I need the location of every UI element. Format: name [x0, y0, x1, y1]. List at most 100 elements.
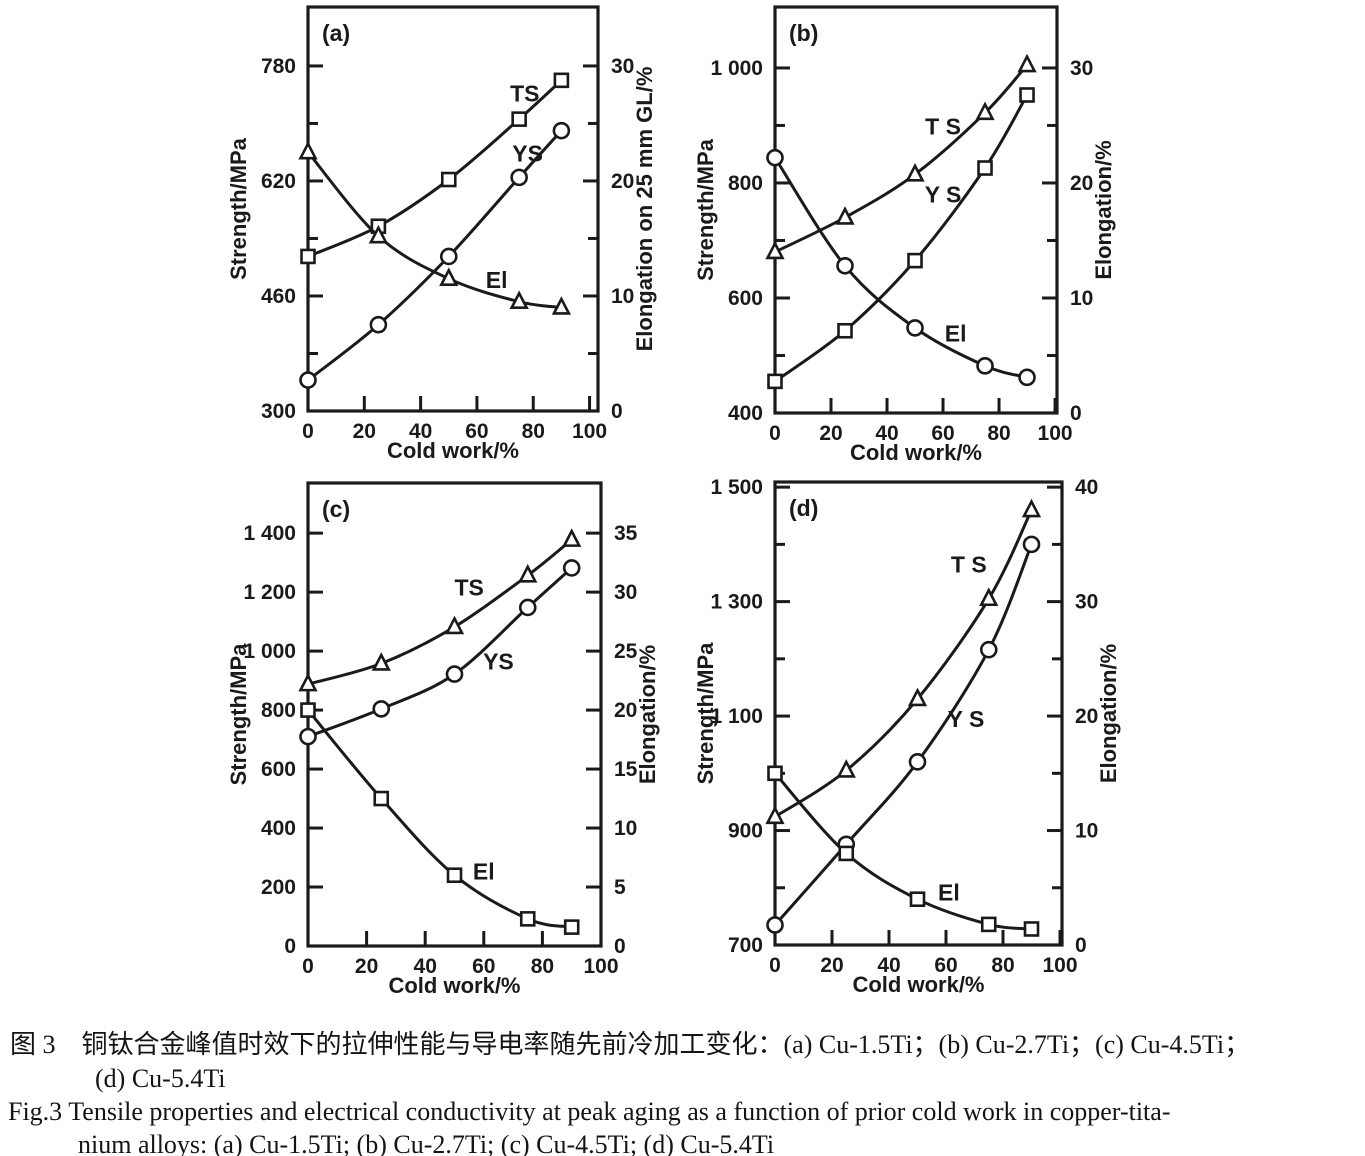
- c-ts-marker: [518, 563, 538, 583]
- d-ys-marker: [908, 753, 927, 771]
- a-ts-marker: [440, 171, 457, 188]
- b-ts-marker: [835, 206, 855, 225]
- b-el-curve: [773, 156, 1028, 379]
- d-el-series: [767, 765, 1040, 937]
- c-x-tick-label: 40: [414, 955, 437, 978]
- c-ts-series: [298, 528, 582, 692]
- a-ys-marker: [510, 168, 528, 187]
- d-el-curve-label: El: [938, 879, 960, 905]
- b-el-marker: [976, 357, 994, 375]
- a-x-tick-label: 80: [522, 420, 545, 443]
- a-left-tick-label: 620: [261, 170, 296, 193]
- c-right-tick-label: 25: [614, 640, 638, 663]
- d-ts-marker: [836, 759, 856, 778]
- d-el-marker: [909, 891, 926, 908]
- c-left-tick-label: 1 200: [243, 581, 296, 604]
- d-right-tick-label: 30: [1075, 591, 1098, 614]
- a-el-marker: [298, 140, 318, 160]
- b-ts-marker: [905, 163, 925, 182]
- c-el-marker: [446, 867, 463, 884]
- b-ys-curve-label: Y S: [925, 181, 962, 207]
- b-el-series: [766, 148, 1036, 387]
- a-x-tick-label: 60: [465, 420, 488, 443]
- b-ys-marker: [977, 160, 993, 176]
- b-ys-marker: [837, 322, 853, 339]
- a-x-tick-label: 0: [302, 420, 314, 443]
- b-el-marker: [766, 148, 784, 167]
- a-left-tick-label: 460: [261, 285, 296, 308]
- charts-grid: 300 460 620 780 0 10 20 30 0 20 40 60 80 100 Cold work…: [226, 5, 1121, 998]
- a-axis-ticks: [306, 64, 598, 413]
- c-x-tick-label: 20: [355, 955, 378, 978]
- d-axis-ticks: [773, 485, 1062, 947]
- d-left-tick-label: 1 500: [710, 476, 763, 499]
- a-x-tick-label: 20: [353, 420, 376, 443]
- d-el-marker: [838, 845, 855, 862]
- a-el-series: [298, 140, 572, 315]
- c-x-tick-label: 0: [302, 955, 314, 978]
- c-ys-series: [299, 559, 581, 746]
- b-ts-marker: [975, 101, 995, 121]
- a-right-tick-label: 0: [611, 400, 623, 423]
- a-plot-border: [306, 5, 600, 413]
- b-panel-letter: (b): [789, 20, 818, 46]
- d-ts-marker: [979, 587, 999, 607]
- d-ys-marker: [979, 640, 998, 659]
- c-left-tick-label: 0: [284, 935, 296, 958]
- c-el-curve: [306, 709, 572, 929]
- a-ys-series: [299, 121, 571, 389]
- c-ts-marker: [298, 672, 318, 692]
- d-right-tick-label: 0: [1075, 934, 1087, 957]
- a-left-tick-label: 300: [261, 400, 296, 423]
- d-el-marker: [1023, 921, 1040, 937]
- c-left-axis-title: Strength/MPa: [226, 643, 251, 786]
- a-ys-marker: [552, 121, 571, 140]
- c-ys-curve: [307, 566, 573, 739]
- d-left-tick-label: 1 100: [710, 705, 763, 728]
- b-el-marker: [836, 256, 854, 275]
- a-x-axis-title: Cold work/%: [387, 438, 519, 463]
- chart-panel-d: 700 900 1 100 1 300 1 500 0 10 20 30 40 0 20 40 60 80 1…: [693, 476, 1121, 997]
- b-x-tick-label: 100: [1038, 422, 1073, 445]
- b-x-tick-label: 60: [931, 422, 954, 445]
- c-right-tick-label: 20: [614, 699, 637, 722]
- a-ys-marker: [299, 371, 317, 389]
- a-left-tick-label: 780: [261, 55, 296, 78]
- b-x-tick-label: 80: [987, 422, 1010, 445]
- d-x-tick-label: 40: [877, 954, 900, 977]
- a-ts-curve: [307, 79, 563, 258]
- d-el-marker: [767, 765, 783, 782]
- caption-en-line2: nium alloys: (a) Cu-1.5Ti; (b) Cu-2.7Ti;…: [78, 1130, 775, 1156]
- a-left-axis-title: Strength/MPa: [226, 137, 251, 280]
- c-x-tick-label: 80: [531, 955, 554, 978]
- c-left-tick-label: 800: [261, 699, 296, 722]
- c-left-tick-label: 1 000: [243, 640, 296, 663]
- d-x-tick-label: 100: [1042, 954, 1077, 977]
- b-ts-marker: [1017, 53, 1037, 73]
- d-ys-marker: [1022, 535, 1041, 554]
- d-right-tick-label: 40: [1075, 476, 1098, 499]
- b-x-axis-title: Cold work/%: [850, 440, 982, 465]
- b-right-tick-label: 30: [1070, 57, 1093, 80]
- c-right-tick-label: 30: [614, 581, 637, 604]
- d-x-tick-label: 60: [934, 954, 957, 977]
- d-ys-series: [766, 535, 1041, 934]
- d-ys-marker: [766, 916, 784, 934]
- d-ts-marker: [765, 805, 785, 825]
- c-ys-marker: [299, 727, 317, 746]
- c-ys-marker: [445, 665, 464, 683]
- c-el-marker: [300, 702, 316, 718]
- a-right-axis-title: Elongation on 25 mm GL/%: [632, 67, 657, 352]
- c-ys-marker: [372, 700, 391, 718]
- a-right-tick-label: 10: [611, 285, 634, 308]
- d-right-axis-title: Elongation/%: [1096, 644, 1121, 783]
- c-el-marker: [373, 790, 390, 807]
- d-right-tick-label: 20: [1075, 705, 1098, 728]
- a-ts-curve-label: TS: [510, 80, 539, 106]
- d-plot-border: [773, 480, 1064, 947]
- c-el-series: [300, 702, 580, 935]
- d-left-tick-label: 900: [728, 820, 763, 843]
- a-x-tick-label: 40: [409, 420, 432, 443]
